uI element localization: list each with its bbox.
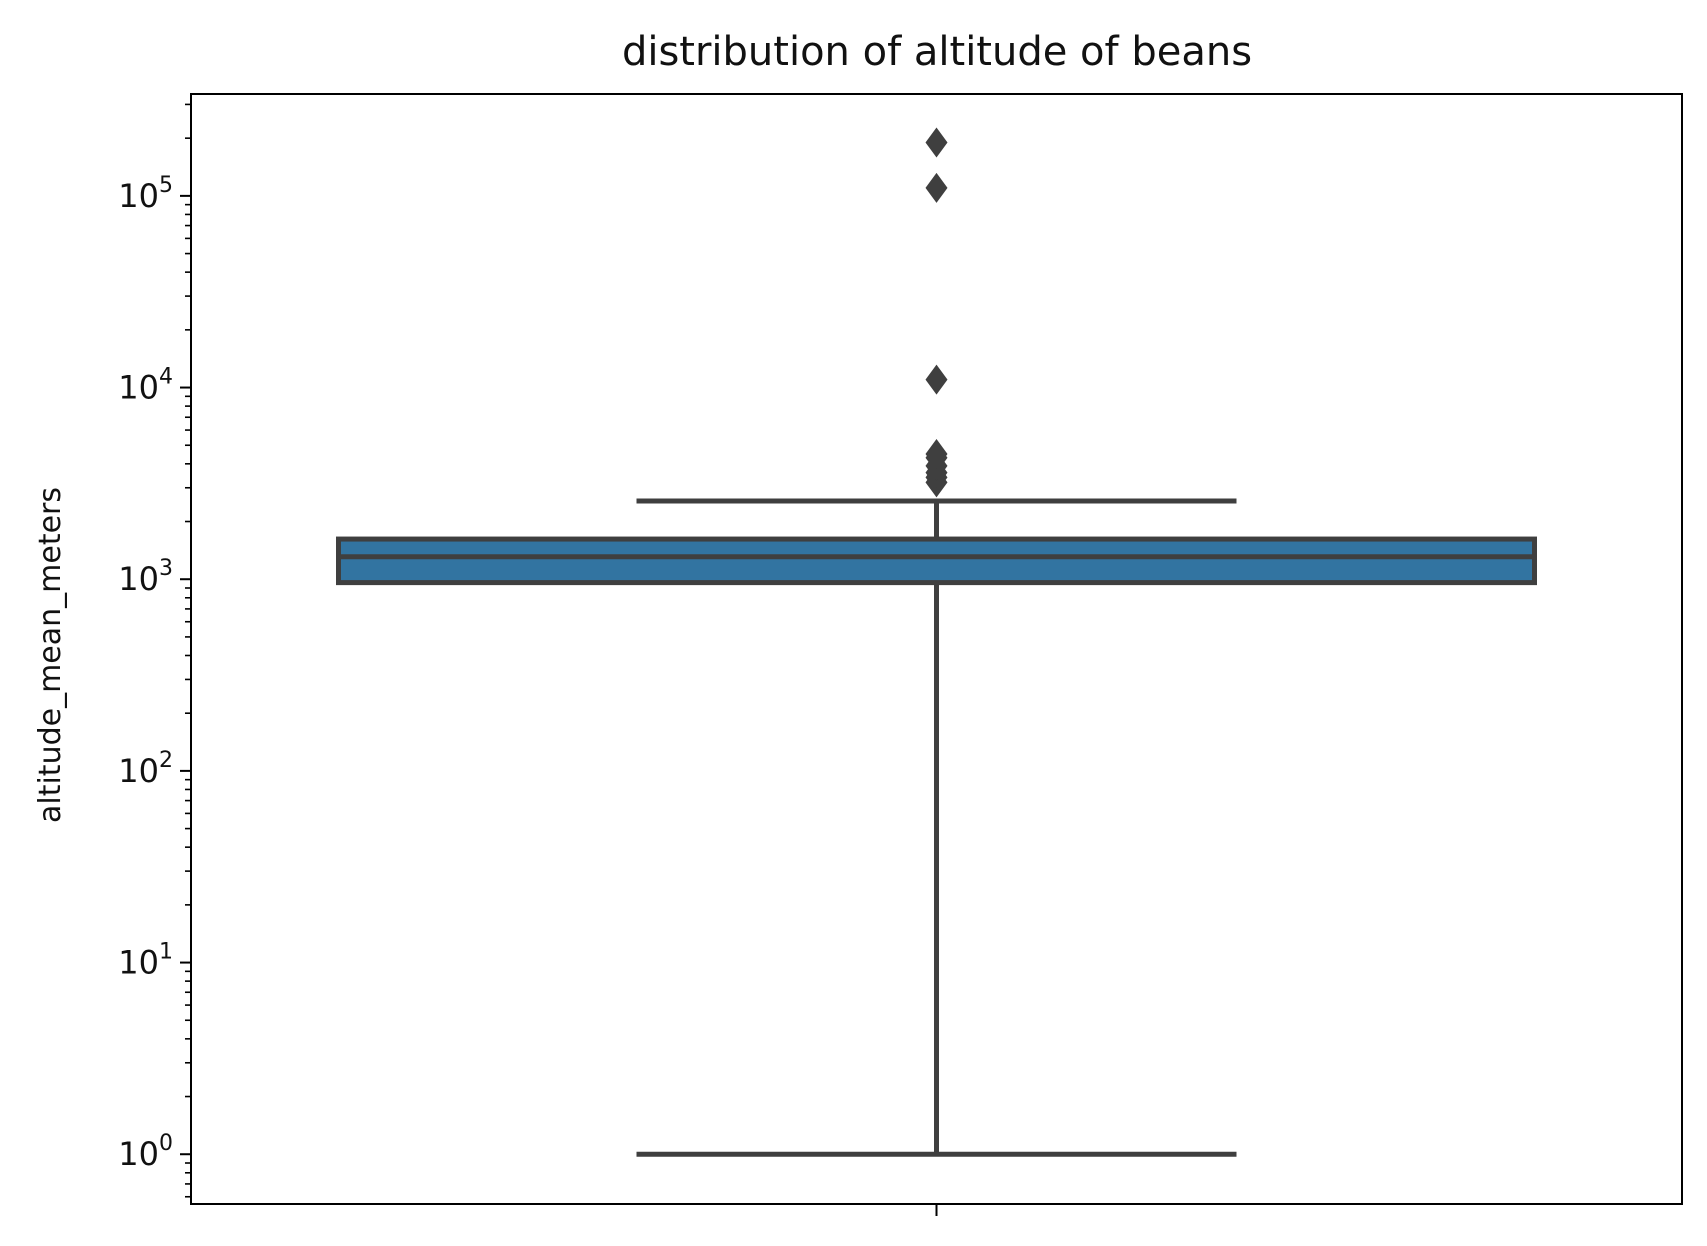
y-tick-label: 101 [118,940,173,982]
outlier-point [925,127,948,158]
y-tick-label: 104 [118,365,173,407]
outlier-point [925,172,948,203]
y-tick-label: 100 [118,1131,173,1173]
plot-frame [190,93,1683,1205]
plot-area: 100 101 102 103 104 105 [118,93,1683,1216]
y-tick-label: 103 [118,556,173,598]
y-tick-label: 105 [118,173,173,215]
outlier-point [925,439,948,470]
outlier-point [925,364,948,395]
y-axis-label: altitude_mean_meters [33,487,68,823]
chart-title: distribution of altitude of beans [622,29,1252,75]
y-tick-label: 102 [118,748,173,790]
iqr-box [336,536,1537,586]
